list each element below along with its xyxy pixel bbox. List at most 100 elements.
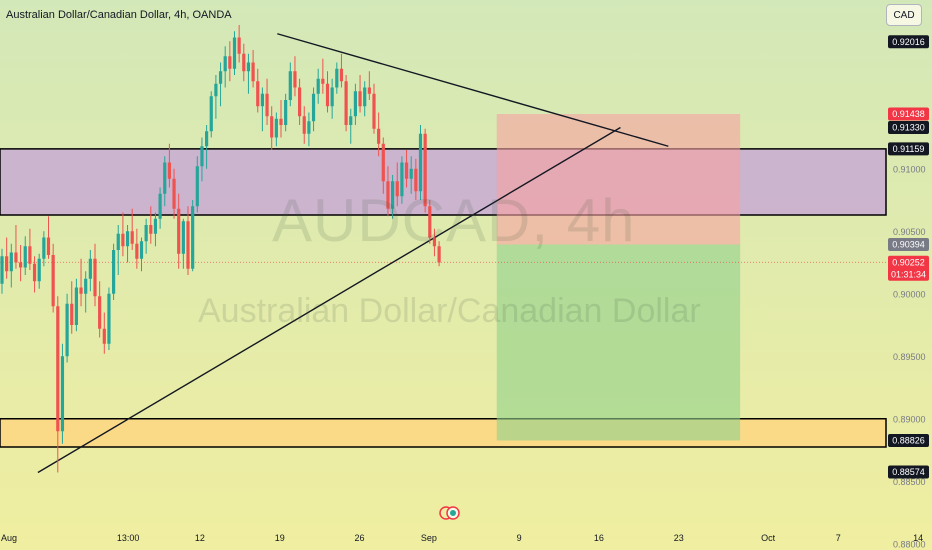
candle xyxy=(163,162,167,194)
candle xyxy=(130,231,134,244)
candle xyxy=(339,68,344,82)
price-label-text: 0.91438 xyxy=(892,109,925,119)
candle xyxy=(23,246,27,268)
time-tick-label: Sep xyxy=(421,533,437,543)
candle xyxy=(432,237,437,247)
price-label-box xyxy=(888,255,929,281)
time-tick-label: 23 xyxy=(674,533,684,543)
trendlines-layer[interactable] xyxy=(37,33,669,474)
candle xyxy=(200,146,204,167)
price-label-text: 0.88826 xyxy=(892,436,925,446)
candle xyxy=(228,56,232,69)
time-tick-label: 14 xyxy=(913,533,923,543)
candle xyxy=(344,81,348,125)
currency-button[interactable]: CAD xyxy=(886,4,922,26)
candle xyxy=(93,258,97,297)
price-tick-label: 0.89500 xyxy=(893,352,926,362)
time-tick-label: 19 xyxy=(275,533,285,543)
candle xyxy=(279,118,283,125)
price-label-text: 0.92016 xyxy=(892,37,925,47)
candle xyxy=(125,231,130,247)
candle xyxy=(107,293,111,344)
descending-trendline[interactable] xyxy=(277,33,669,147)
candle xyxy=(316,78,320,94)
price-tick-label: 0.90000 xyxy=(893,289,926,299)
price-labels-layer: 0.92016 0.91438 0.91330 0.91159 0.90394 0.902… xyxy=(888,35,929,479)
price-tick-label: 0.88500 xyxy=(893,477,926,487)
candle xyxy=(428,206,432,238)
candle xyxy=(46,237,51,255)
price-label-box xyxy=(888,107,929,121)
price-label-box xyxy=(888,238,929,251)
candle xyxy=(335,68,339,88)
candle xyxy=(84,278,88,294)
take-profit-area[interactable] xyxy=(496,244,741,441)
time-axis[interactable]: Aug 13:00 12 19 26 Sep 9 16 23 Oct 7 14 xyxy=(0,528,923,550)
time-tick-label: 26 xyxy=(354,533,364,543)
ascending-trendline[interactable] xyxy=(37,126,621,474)
candles-layer xyxy=(0,25,441,473)
time-tick-label: 12 xyxy=(195,533,205,543)
candle xyxy=(98,296,102,329)
candle xyxy=(74,287,78,325)
candle xyxy=(372,93,376,129)
candle xyxy=(14,252,18,263)
candle xyxy=(251,62,255,82)
candle xyxy=(404,162,409,179)
candle xyxy=(400,162,404,197)
candle xyxy=(28,246,32,264)
candle xyxy=(209,96,213,132)
candle xyxy=(284,100,288,125)
price-tick-label: 0.89000 xyxy=(893,414,926,424)
candle xyxy=(214,83,218,97)
candle xyxy=(205,131,209,147)
time-tick-label: Aug xyxy=(1,533,17,543)
candle xyxy=(5,256,9,272)
price-tick-label: 0.88000 xyxy=(893,539,926,549)
candle xyxy=(37,258,41,282)
candle xyxy=(149,225,153,234)
candle xyxy=(381,143,385,182)
candle xyxy=(246,62,251,72)
candle xyxy=(437,246,441,263)
candle xyxy=(391,181,395,209)
candle xyxy=(32,263,37,282)
price-label-text: 0.90252 xyxy=(892,257,925,267)
candle xyxy=(302,116,306,134)
time-tick-label: 16 xyxy=(594,533,604,543)
candle xyxy=(191,206,195,269)
candle xyxy=(116,233,120,250)
candle xyxy=(298,87,302,117)
candle xyxy=(195,166,199,207)
chart-title: Australian Dollar/Canadian Dollar, 4h, O… xyxy=(6,9,232,21)
candle xyxy=(395,181,399,197)
time-tick-label: 7 xyxy=(836,533,841,543)
replay-icon[interactable] xyxy=(438,503,462,523)
price-axis[interactable]: 0.925000.910000.905000.900000.895000.890… xyxy=(886,0,932,550)
candle xyxy=(42,237,46,259)
price-label-box xyxy=(888,465,929,479)
stop-loss-area[interactable] xyxy=(496,114,741,245)
candle xyxy=(367,87,371,94)
candle xyxy=(330,87,334,107)
candle xyxy=(19,262,23,268)
short-position-tool[interactable] xyxy=(0,114,886,441)
time-tick-label: Oct xyxy=(761,533,776,543)
candle xyxy=(223,56,227,72)
candle xyxy=(321,78,325,84)
candle xyxy=(172,178,176,209)
candle xyxy=(293,71,297,88)
candle xyxy=(232,37,237,69)
candle xyxy=(274,118,278,138)
candle xyxy=(311,93,316,122)
watermark-name: Australian Dollar/Canadian Dollar xyxy=(198,292,701,330)
time-tick-label: 13:00 xyxy=(117,533,140,543)
candle xyxy=(218,71,223,84)
candle xyxy=(237,37,241,54)
price-label-text: 0.90394 xyxy=(892,240,925,250)
countdown-text: 01:31:34 xyxy=(891,269,926,279)
price-label-text: 0.88574 xyxy=(892,467,925,477)
candle xyxy=(265,93,269,117)
